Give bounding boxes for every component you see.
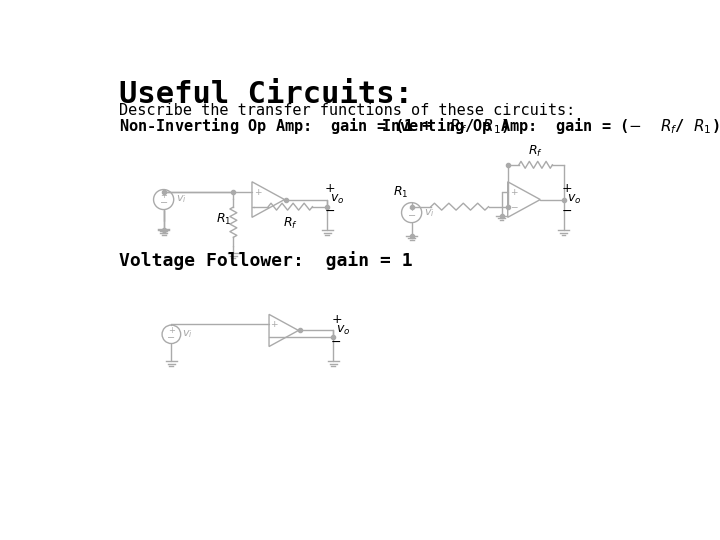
- Text: $\mathit{v_i}$: $\mathit{v_i}$: [182, 328, 193, 340]
- Text: −: −: [562, 205, 572, 218]
- Text: −: −: [331, 336, 342, 349]
- Text: $\mathit{v_i}$: $\mathit{v_i}$: [424, 207, 435, 219]
- Text: $R_1$: $R_1$: [393, 185, 408, 200]
- Text: −: −: [167, 333, 176, 342]
- Text: −: −: [271, 333, 278, 341]
- Text: −: −: [254, 202, 261, 211]
- Text: $\mathit{v_o}$: $\mathit{v_o}$: [330, 193, 345, 206]
- Text: $\mathit{v_i}$: $\mathit{v_i}$: [176, 194, 186, 205]
- Text: $R_1$: $R_1$: [216, 212, 232, 227]
- Text: −: −: [408, 211, 415, 221]
- Text: $\mathit{v_o}$: $\mathit{v_o}$: [567, 193, 581, 206]
- Text: Useful Circuits:: Useful Circuits:: [120, 80, 413, 109]
- Text: Non-Inverting Op Amp:  gain = (1 +  $\mathit{R_f}$/ $\mathit{R_1}$): Non-Inverting Op Amp: gain = (1 + $\math…: [120, 116, 509, 136]
- Text: +: +: [254, 188, 261, 197]
- Text: −: −: [325, 205, 336, 218]
- Text: Inverting Op Amp:  gain = ($-$  $\mathit{R_f}$/ $\mathit{R_1}$): Inverting Op Amp: gain = ($-$ $\mathit{R…: [381, 116, 719, 136]
- Text: Voltage Follower:  gain = 1: Voltage Follower: gain = 1: [120, 251, 413, 270]
- Text: +: +: [562, 183, 572, 195]
- Text: Describe the transfer functions of these circuits:: Describe the transfer functions of these…: [120, 103, 576, 118]
- Text: +: +: [271, 320, 278, 328]
- Text: +: +: [325, 183, 336, 195]
- Text: −: −: [160, 198, 168, 208]
- Text: $R_f$: $R_f$: [283, 216, 298, 231]
- Text: +: +: [331, 313, 342, 326]
- Text: +: +: [160, 191, 167, 200]
- Text: $R_f$: $R_f$: [528, 144, 543, 159]
- Text: −: −: [510, 202, 518, 211]
- Text: +: +: [408, 204, 415, 213]
- Text: +: +: [510, 188, 518, 197]
- Text: +: +: [168, 326, 175, 335]
- Text: $\mathit{v_o}$: $\mathit{v_o}$: [336, 324, 351, 337]
